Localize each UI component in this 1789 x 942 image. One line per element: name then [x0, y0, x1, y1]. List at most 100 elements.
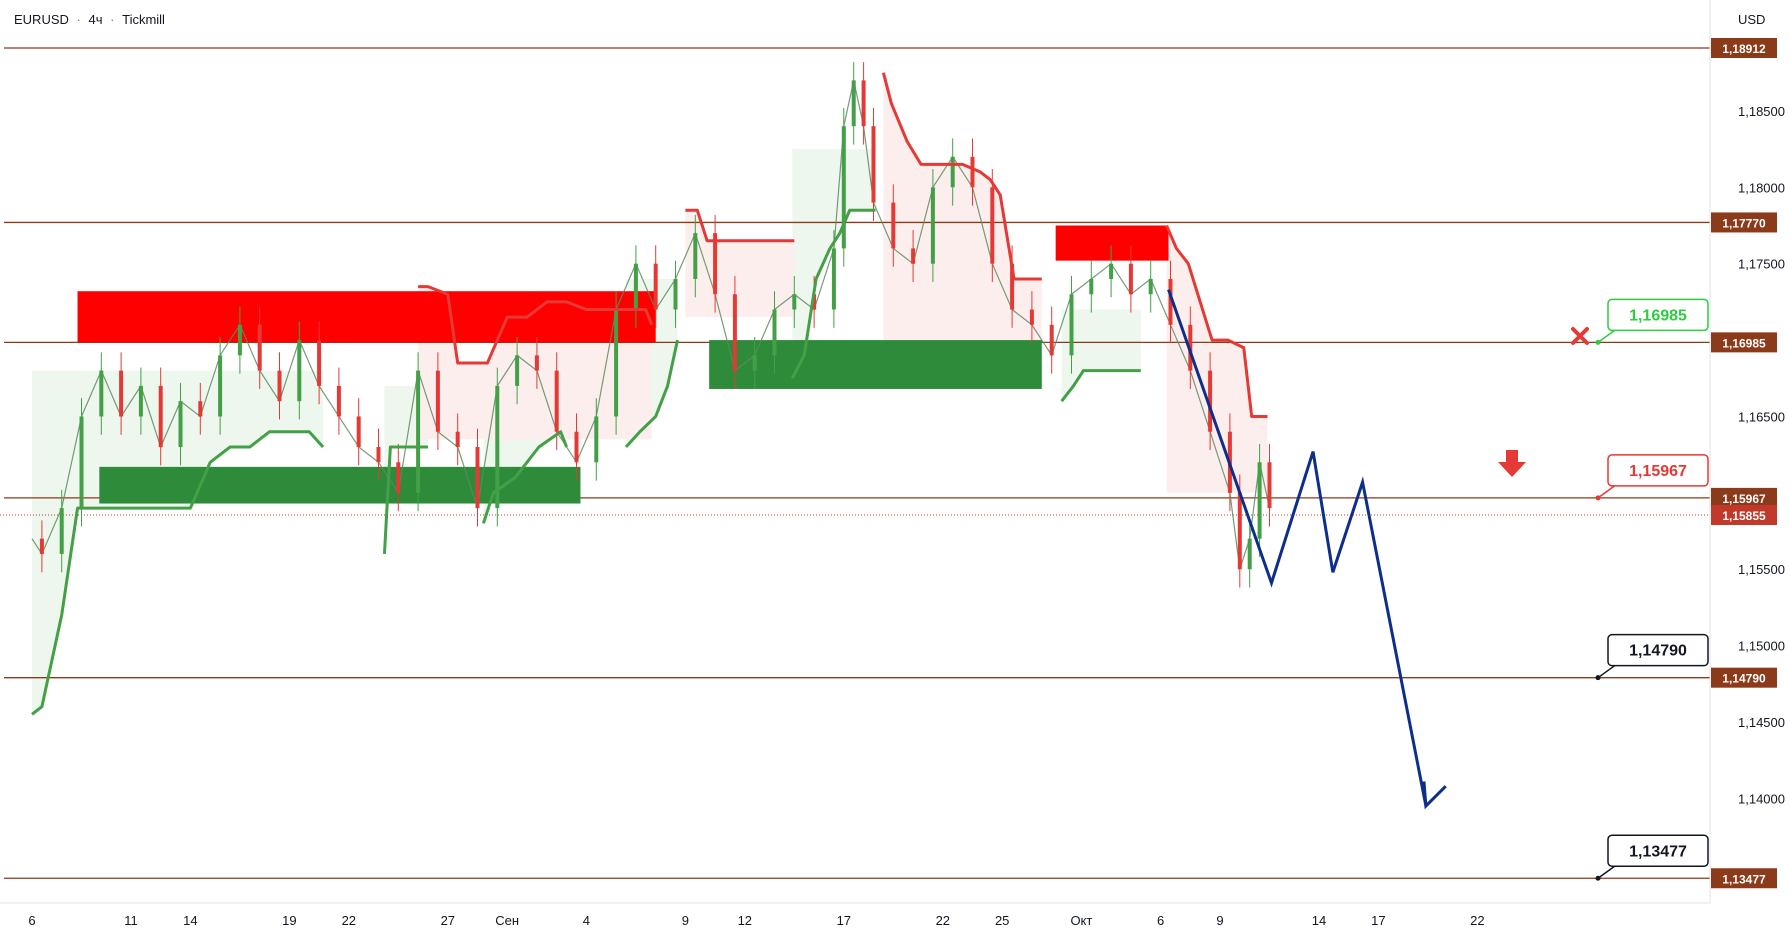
candle-body	[653, 263, 658, 310]
candle-body	[336, 385, 341, 417]
time-tick-label: 6	[28, 913, 35, 928]
candle-body	[1148, 278, 1153, 295]
candle-body	[257, 324, 262, 371]
candle-body	[1247, 538, 1252, 570]
demand-zone	[709, 340, 1042, 389]
candle-body	[1237, 492, 1242, 570]
currency-label[interactable]: USD	[1738, 12, 1765, 27]
level-price-tag: 1,13477	[1711, 868, 1777, 889]
candle-body	[435, 370, 440, 432]
supertrend-down-line	[685, 208, 795, 243]
time-scale-ticks[interactable]: 6 11 14 19 22 27 Сен 4 9 12 17 22 25 Окт 6 9 14 17 22	[28, 913, 1484, 928]
level-price-tag: 1,18912	[1711, 38, 1777, 58]
candle-body	[515, 355, 520, 386]
callout-pointer	[1597, 864, 1617, 879]
callout-pointer	[1597, 484, 1617, 499]
price-tick-label: 1,16500	[1738, 409, 1785, 424]
candle-body	[891, 202, 896, 249]
candle-body	[772, 309, 777, 356]
candle-body	[475, 447, 480, 509]
candle-body	[158, 385, 163, 448]
callout-label: 1,15967	[1629, 463, 1687, 480]
candle-body	[911, 248, 916, 264]
candle-body	[455, 431, 460, 448]
supertrend-down-line	[1165, 224, 1268, 418]
price-layer	[31, 62, 1272, 588]
candle-body	[1267, 462, 1272, 509]
supertrend-up-line	[382, 445, 428, 555]
level-tag-label: 1,13477	[1722, 872, 1766, 886]
time-tick-label: 27	[441, 913, 455, 928]
candle-body	[1257, 462, 1262, 539]
level-tag-bg	[1711, 332, 1777, 353]
supertrend-up-shade	[32, 370, 324, 715]
callout-pointer	[1597, 328, 1617, 343]
supertrend-up-line	[624, 339, 679, 449]
price-scale-tags: 1,18912 1,17770 1,16985 1,15967 1,14790 1,134…	[1711, 38, 1777, 889]
time-tick-label: 22	[342, 913, 356, 928]
candle-body	[198, 401, 203, 417]
supertrend-down-shade	[883, 72, 1042, 356]
price-path	[31, 80, 1271, 570]
candle-body	[752, 355, 757, 371]
candle-body	[574, 431, 579, 463]
candle-body	[1069, 294, 1074, 356]
supertrend-up-line	[31, 430, 325, 716]
level-price-tag: 1,16985	[1711, 332, 1777, 353]
supertrend-down-line	[881, 72, 1042, 281]
candle-body	[633, 263, 638, 310]
forecast-arrowhead	[1422, 781, 1447, 810]
candle-body	[1089, 278, 1094, 295]
level-tag-label: 1,14790	[1722, 672, 1766, 686]
candle-body	[713, 233, 718, 295]
time-tick-label: 9	[682, 913, 689, 928]
time-tick-label: 22	[1470, 913, 1484, 928]
price-tick-label: 1,15500	[1738, 562, 1785, 577]
price-tick-label: 1,18000	[1738, 180, 1785, 195]
candle-body	[59, 508, 64, 554]
candle-body	[119, 370, 124, 417]
candle-body	[930, 187, 935, 264]
candle-body	[138, 385, 143, 417]
time-tick-label: 11	[124, 913, 138, 928]
candle-body	[79, 416, 84, 509]
time-tick-label: 19	[282, 913, 296, 928]
level-tag-label: 1,16985	[1722, 336, 1766, 350]
candle-body	[1109, 263, 1114, 279]
candle-body	[39, 538, 44, 554]
time-tick-label: 6	[1157, 913, 1164, 928]
level-tag-label: 1,15967	[1722, 492, 1766, 506]
candle-body	[990, 187, 995, 264]
price-callout: 1,13477	[1595, 834, 1709, 881]
candle-body	[317, 340, 322, 386]
supertrend-down-line	[418, 285, 654, 365]
price-tick-label: 1,14000	[1738, 791, 1785, 806]
candle-body	[1010, 263, 1015, 310]
candle-body	[1049, 324, 1054, 356]
supply-zone	[77, 291, 656, 343]
supertrend-layer	[31, 72, 1268, 716]
price-callout: 1,15967	[1595, 454, 1709, 501]
callout-box	[1607, 454, 1709, 487]
candle-body	[861, 80, 866, 127]
symbol-header: EURUSD · 4ч · Tickmill	[14, 12, 165, 27]
candle-body	[831, 248, 836, 310]
time-tick-label: 17	[1371, 913, 1385, 928]
demand-zone	[99, 466, 581, 504]
symbol-label: EURUSD	[14, 12, 69, 27]
last-price-tag: 1,15855	[1711, 504, 1777, 525]
candle-body	[792, 294, 797, 310]
broker-label: Tickmill	[122, 12, 165, 27]
callouts-layer: 1,16985 1,15967 1,14790 1,13477	[1595, 298, 1709, 881]
candle-body	[237, 324, 242, 356]
price-scale-ticks[interactable]: 1,18500 1,18000 1,17500 1,16500 1,15500 1,150…	[1738, 104, 1785, 806]
supertrend-up-line	[482, 430, 568, 524]
supertrend-up-line	[1060, 369, 1141, 403]
candle-body	[356, 416, 361, 448]
candle-body	[693, 233, 698, 279]
candle-body	[218, 355, 223, 417]
callout-box	[1607, 633, 1709, 667]
level-tag-label: 1,18912	[1722, 42, 1766, 56]
candle-body	[871, 126, 876, 203]
